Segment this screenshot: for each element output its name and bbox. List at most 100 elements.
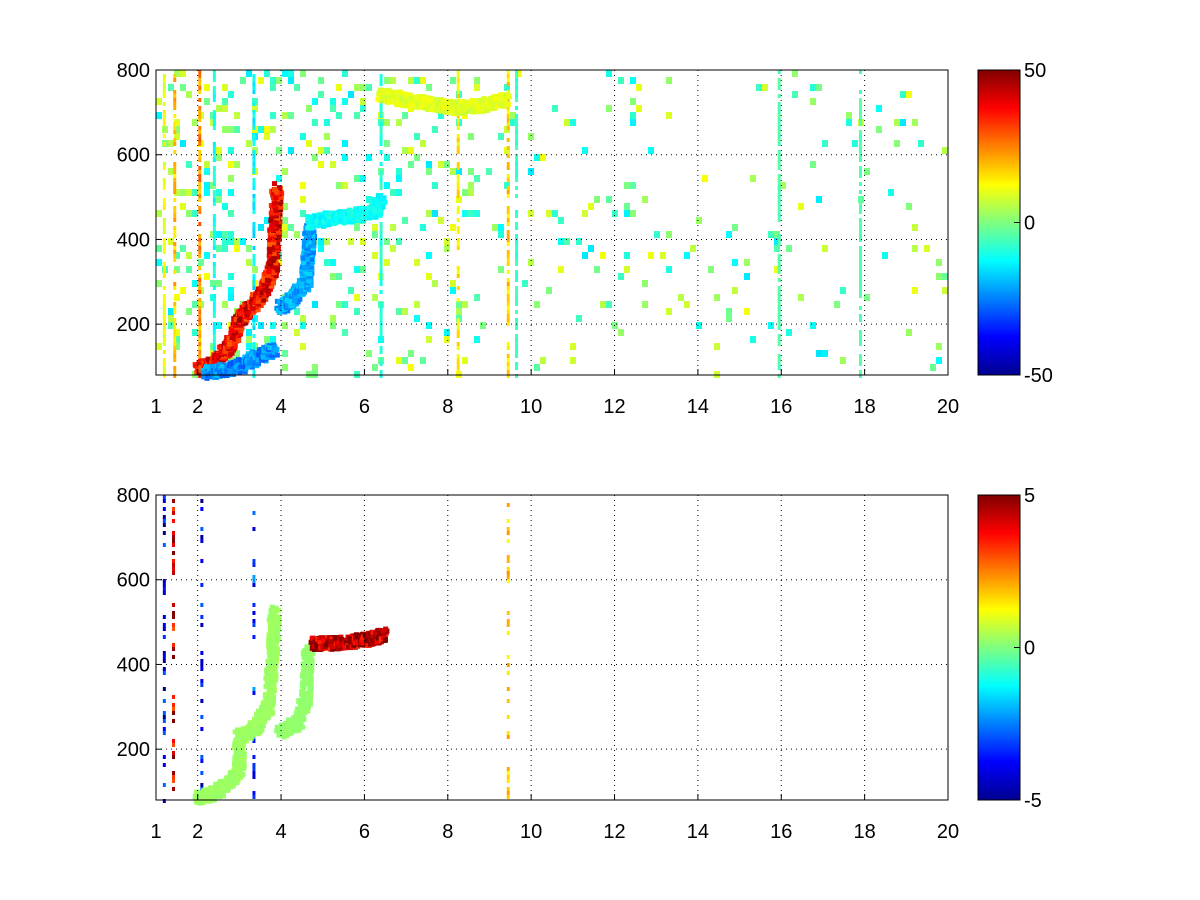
heatmap-cell: [312, 364, 318, 371]
heatmap-column-cell: [858, 174, 862, 178]
heatmap-cell: [174, 133, 180, 140]
heatmap-feature-cell: [311, 218, 317, 224]
x-tick-label: 8: [442, 396, 453, 418]
heatmap-feature-cell: [275, 240, 281, 246]
heatmap-column-cell: [252, 763, 256, 767]
heatmap-column-cell: [515, 78, 519, 82]
heatmap-column-cell: [858, 226, 862, 230]
heatmap-column-cell: [252, 314, 256, 318]
heatmap-cell: [936, 259, 942, 266]
heatmap-feature-cell: [456, 111, 462, 117]
heatmap-column-cell: [506, 579, 510, 583]
heatmap-cell: [264, 70, 270, 77]
heatmap-column-cell: [858, 258, 862, 262]
heatmap-feature-cell: [299, 271, 305, 277]
heatmap-column-cell: [162, 531, 166, 535]
heatmap-feature-cell: [267, 345, 273, 351]
heatmap-cell: [234, 350, 240, 357]
heatmap-column-cell: [858, 130, 862, 134]
heatmap-feature-cell: [248, 359, 254, 365]
heatmap-column-cell: [456, 94, 460, 98]
heatmap-column-cell: [173, 350, 177, 354]
heatmap-cell: [468, 189, 474, 196]
heatmap-feature-cell: [239, 754, 245, 760]
heatmap-column-cell: [198, 326, 202, 330]
heatmap-feature-cell: [275, 307, 281, 313]
heatmap-column-cell: [379, 350, 383, 354]
heatmap-feature-cell: [328, 214, 334, 220]
heatmap-feature-cell: [377, 196, 383, 202]
heatmap-feature-cell: [458, 103, 464, 109]
heatmap-cell: [228, 189, 234, 196]
heatmap-column-cell: [252, 739, 256, 743]
heatmap-column-cell: [456, 358, 460, 362]
heatmap-cell: [834, 301, 840, 308]
heatmap-column-cell: [173, 318, 177, 322]
heatmap-cell: [480, 322, 486, 329]
heatmap-column-cell: [515, 70, 519, 74]
heatmap-column-cell: [456, 334, 460, 338]
heatmap-feature-cell: [235, 753, 241, 759]
heatmap-cell: [330, 259, 336, 266]
heatmap-column-cell: [162, 515, 166, 519]
heatmap-column-cell: [172, 559, 176, 563]
heatmap-feature-cell: [265, 349, 271, 355]
heatmap-column-cell: [456, 274, 460, 278]
heatmap-column-cell: [777, 334, 781, 338]
heatmap-column-cell: [162, 86, 166, 90]
heatmap-column-cell: [379, 346, 383, 350]
heatmap-feature-cell: [489, 99, 495, 105]
heatmap-cell: [342, 98, 348, 105]
heatmap-cell: [504, 84, 510, 91]
heatmap-feature-cell: [310, 239, 316, 245]
heatmap-column-cell: [858, 134, 862, 138]
heatmap-column-cell: [456, 70, 460, 74]
heatmap-cell: [612, 210, 618, 217]
heatmap-feature-cell: [428, 107, 434, 113]
heatmap-feature-cell: [252, 350, 258, 356]
heatmap-column-cell: [456, 186, 460, 190]
heatmap-column-cell: [777, 110, 781, 114]
heatmap-column-cell: [379, 262, 383, 266]
heatmap-cell: [648, 252, 654, 259]
heatmap-column-cell: [515, 130, 519, 134]
heatmap-column-cell: [506, 282, 510, 286]
heatmap-column-cell: [456, 74, 460, 78]
heatmap-cell: [354, 175, 360, 182]
heatmap-cell: [930, 364, 936, 371]
heatmap-column-cell: [858, 114, 862, 118]
heatmap-feature-cell: [302, 230, 308, 236]
heatmap-cell: [396, 238, 402, 245]
heatmap-column-cell: [858, 158, 862, 162]
heatmap-feature-cell: [502, 100, 508, 106]
heatmap-column-cell: [252, 262, 256, 266]
heatmap-column-cell: [173, 206, 177, 210]
heatmap-cell: [570, 343, 576, 350]
heatmap-column-cell: [212, 230, 216, 234]
heatmap-column-cell: [515, 258, 519, 262]
heatmap-column-cell: [777, 130, 781, 134]
heatmap-column-cell: [252, 74, 256, 78]
heatmap-column-cell: [162, 727, 166, 731]
heatmap-column-cell: [515, 262, 519, 266]
heatmap-column-cell: [198, 198, 202, 202]
heatmap-feature-cell: [278, 190, 284, 196]
heatmap-column-cell: [162, 78, 166, 82]
heatmap-column-cell: [198, 114, 202, 118]
heatmap-cell: [276, 175, 282, 182]
heatmap-column-cell: [506, 218, 510, 222]
heatmap-feature-cell: [256, 295, 262, 301]
heatmap-column-cell: [198, 70, 202, 74]
heatmap-cell: [318, 238, 324, 245]
heatmap-column-cell: [506, 767, 510, 771]
heatmap-cell: [396, 168, 402, 175]
heatmap-column-cell: [506, 663, 510, 667]
heatmap-cell: [432, 280, 438, 287]
heatmap-column-cell: [252, 346, 256, 350]
heatmap-column-cell: [172, 779, 176, 783]
heatmap-feature-cell: [332, 217, 338, 223]
heatmap-cell: [228, 91, 234, 98]
heatmap-column-cell: [252, 210, 256, 214]
heatmap-column-cell: [506, 346, 510, 350]
heatmap-feature-cell: [382, 199, 388, 205]
